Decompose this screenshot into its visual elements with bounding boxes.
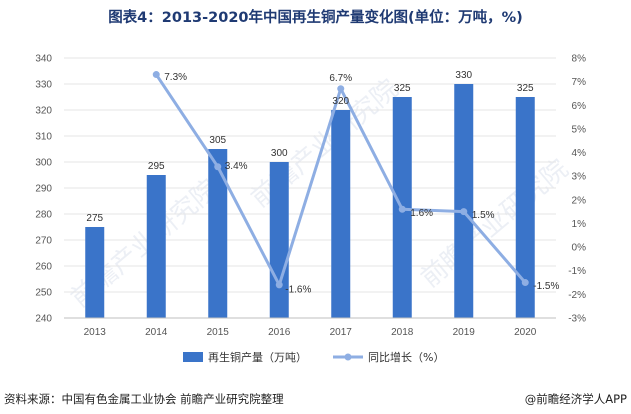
bar [208,149,228,318]
axes: 240250260270280290300310320330340-3%-2%-… [35,54,586,339]
x-tick-label: 2014 [145,327,168,338]
line-point [275,281,283,289]
chart-title: 图表4：2013-2020年中国再生铜产量变化图(单位：万吨，%) [108,10,523,26]
right-tick-label: -1% [568,266,586,277]
line-point [152,71,160,79]
left-tick-label: 330 [35,80,52,91]
bar [146,175,166,318]
x-tick-label: 2015 [207,327,230,338]
line-point [337,85,345,93]
credit-note: @前瞻经济学人APP [524,392,627,406]
bar-data-label: 305 [209,135,226,146]
left-tick-label: 280 [35,210,52,221]
data-labels: 275 295 305 300 320 325 330 325 7.3% 3.4% -1.6% 6.7… [86,70,559,295]
watermark-text: 前瞻产业研究院 [415,154,574,294]
left-tick-label: 300 [35,158,52,169]
left-tick-label: 320 [35,106,52,117]
x-tick-label: 2013 [84,327,107,338]
line-point [521,279,529,287]
left-tick-label: 310 [35,132,52,143]
x-tick-label: 2020 [514,327,537,338]
x-tick-label: 2017 [330,327,353,338]
line-data-label: 6.7% [329,73,352,84]
bar-data-label: 300 [271,148,288,159]
bar-series [85,84,535,318]
bar-data-label: 275 [86,213,103,224]
left-tick-label: 290 [35,184,52,195]
legend-line-label: 同比增长（%） [368,350,444,364]
right-tick-label: 0% [572,243,587,254]
left-tick-label: 240 [35,314,52,325]
bar [515,97,535,318]
line-data-label: -1.6% [285,284,311,295]
legend: 再生铜产量（万吨） 同比增长（%） [183,350,444,364]
line-data-label: -1.5% [533,281,559,292]
legend-line-marker [344,353,352,361]
right-tick-label: 1% [572,219,587,230]
line-data-label: 1.5% [472,210,495,221]
bar [331,110,351,318]
line-point [460,208,468,216]
line-point [398,205,406,213]
line-series [152,71,529,289]
left-tick-label: 270 [35,236,52,247]
bar-data-label: 325 [394,83,411,94]
bar [85,227,105,318]
right-tick-label: 4% [572,148,587,159]
source-note: 资料来源：中国有色金属工业协会 前瞻产业研究院整理 [4,392,284,406]
bar-data-label: 330 [455,70,472,81]
line-data-label: 1.6% [410,208,433,219]
x-tick-label: 2019 [453,327,476,338]
right-tick-label: 3% [572,172,587,183]
legend-bar-label: 再生铜产量（万吨） [208,350,307,364]
right-tick-label: 7% [572,77,587,88]
right-tick-label: 2% [572,195,587,206]
bar-data-label: 295 [148,161,165,172]
bar-data-label: 325 [517,83,534,94]
right-tick-label: 5% [572,124,587,135]
right-tick-label: -3% [568,314,586,325]
line-data-label: 3.4% [225,161,248,172]
right-tick-label: 8% [572,54,587,65]
bar [454,84,474,318]
x-tick-label: 2018 [391,327,414,338]
right-tick-label: 6% [572,101,587,112]
left-tick-label: 250 [35,288,52,299]
legend-bar-swatch [183,352,203,362]
x-tick-label: 2016 [268,327,291,338]
bar-data-label: 320 [332,96,349,107]
right-tick-label: -2% [568,290,586,301]
left-tick-label: 260 [35,262,52,273]
line-point [214,163,222,171]
line-data-label: 7.3% [164,72,187,83]
left-tick-label: 340 [35,54,52,65]
